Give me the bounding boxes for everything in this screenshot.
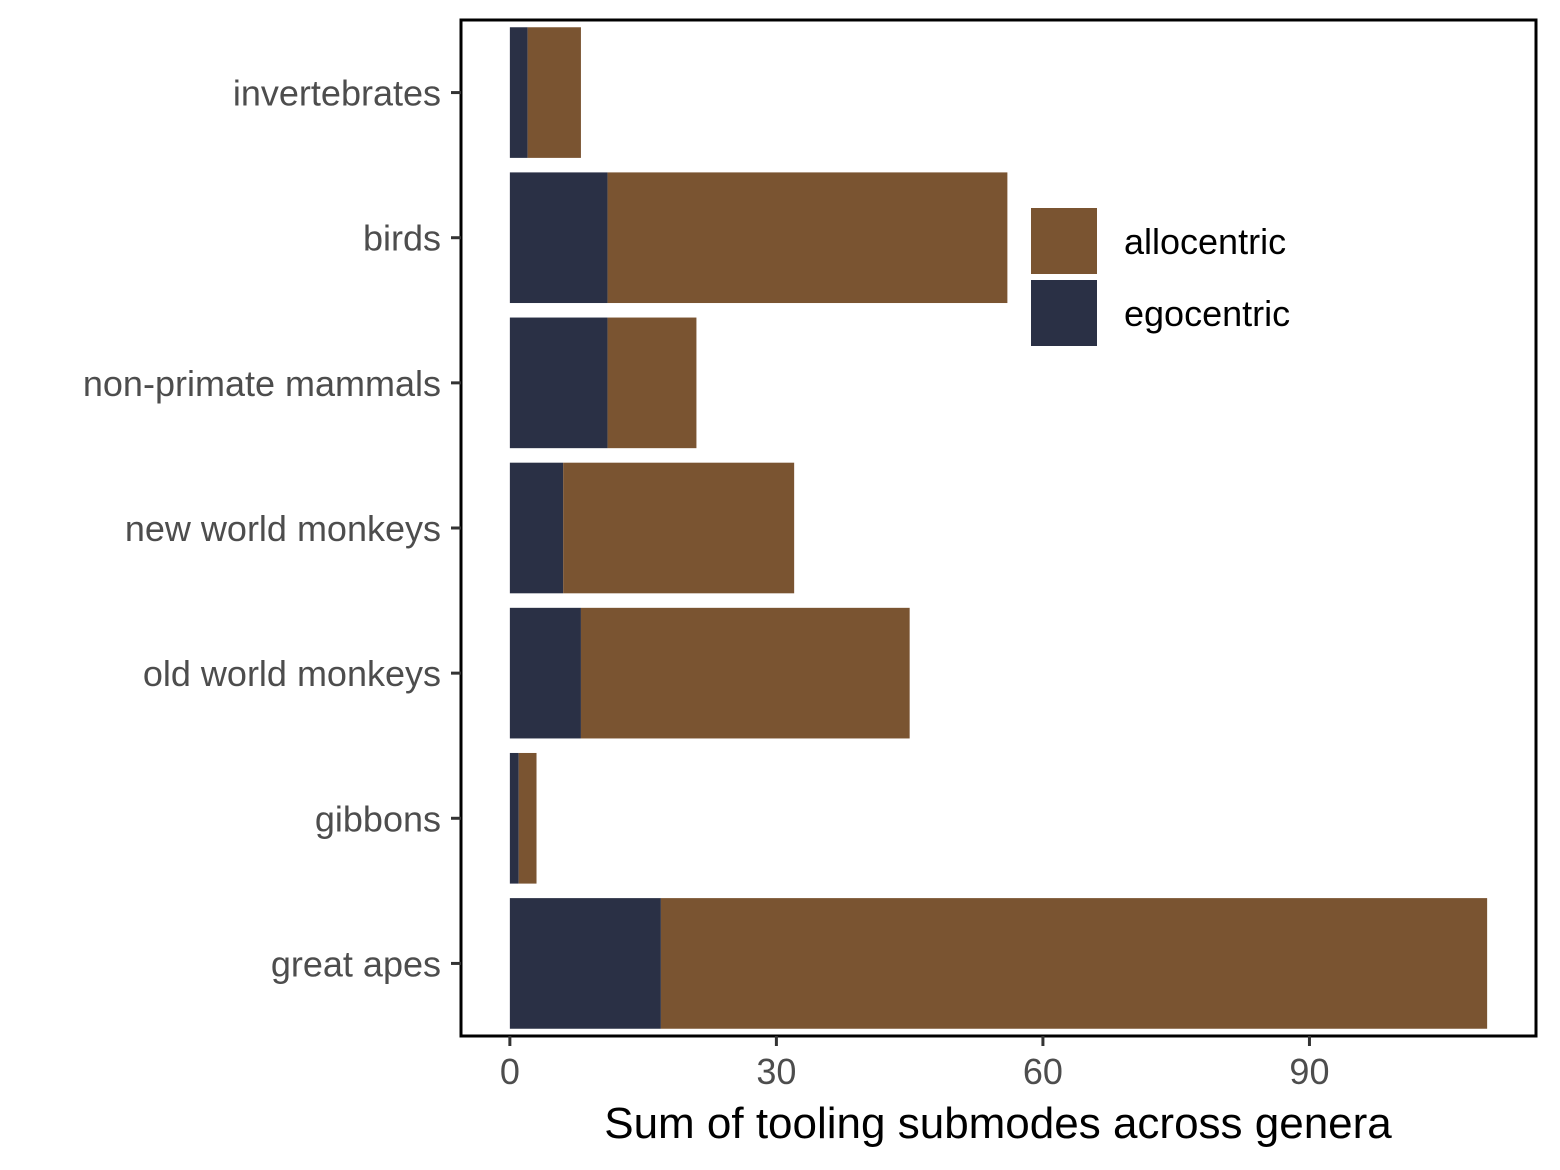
bar-non-primate-mammals-allocentric [607, 317, 697, 449]
x-tick-label-60: 60 [1023, 1051, 1063, 1092]
x-tick-label-30: 30 [756, 1051, 796, 1092]
bar-birds-allocentric [607, 172, 1008, 304]
bar-non-primate-mammals-egocentric [509, 317, 608, 449]
bar-gibbons-allocentric [518, 752, 537, 884]
y-tick-label-non-primate-mammals: non-primate mammals [83, 363, 441, 404]
x-axis-title: Sum of tooling submodes across genera [604, 1099, 1392, 1148]
legend: allocentric egocentric [1031, 208, 1290, 346]
y-tick-label-great-apes: great apes [271, 943, 441, 984]
y-tick-label-birds: birds [363, 218, 441, 259]
bar-invertebrates-egocentric [509, 27, 528, 158]
y-tick-label-old-world-monkeys: old world monkeys [143, 653, 441, 694]
bar-invertebrates-allocentric [527, 27, 581, 158]
x-axis: 0 30 60 90 [500, 1036, 1329, 1092]
y-axis: invertebrates birds non-primate mammals new… [83, 73, 461, 984]
x-tick-label-0: 0 [500, 1051, 520, 1092]
legend-key-egocentric [1031, 280, 1097, 346]
y-tick-label-invertebrates: invertebrates [233, 73, 441, 114]
y-tick-label-gibbons: gibbons [315, 798, 441, 839]
bar-gibbons-egocentric [509, 752, 519, 884]
legend-key-allocentric [1031, 208, 1097, 274]
bar-new-world-monkeys-allocentric [563, 462, 795, 594]
x-tick-label-90: 90 [1289, 1051, 1329, 1092]
bar-great-apes-egocentric [509, 898, 661, 1029]
bar-great-apes-allocentric [660, 898, 1488, 1029]
legend-label-allocentric: allocentric [1124, 221, 1286, 262]
legend-label-egocentric: egocentric [1124, 293, 1290, 334]
bar-old-world-monkeys-egocentric [509, 607, 581, 739]
bar-birds-egocentric [509, 172, 608, 304]
bars [509, 27, 1488, 1029]
bar-old-world-monkeys-allocentric [580, 607, 910, 739]
y-tick-label-new-world-monkeys: new world monkeys [125, 508, 441, 549]
bar-new-world-monkeys-egocentric [509, 462, 564, 594]
